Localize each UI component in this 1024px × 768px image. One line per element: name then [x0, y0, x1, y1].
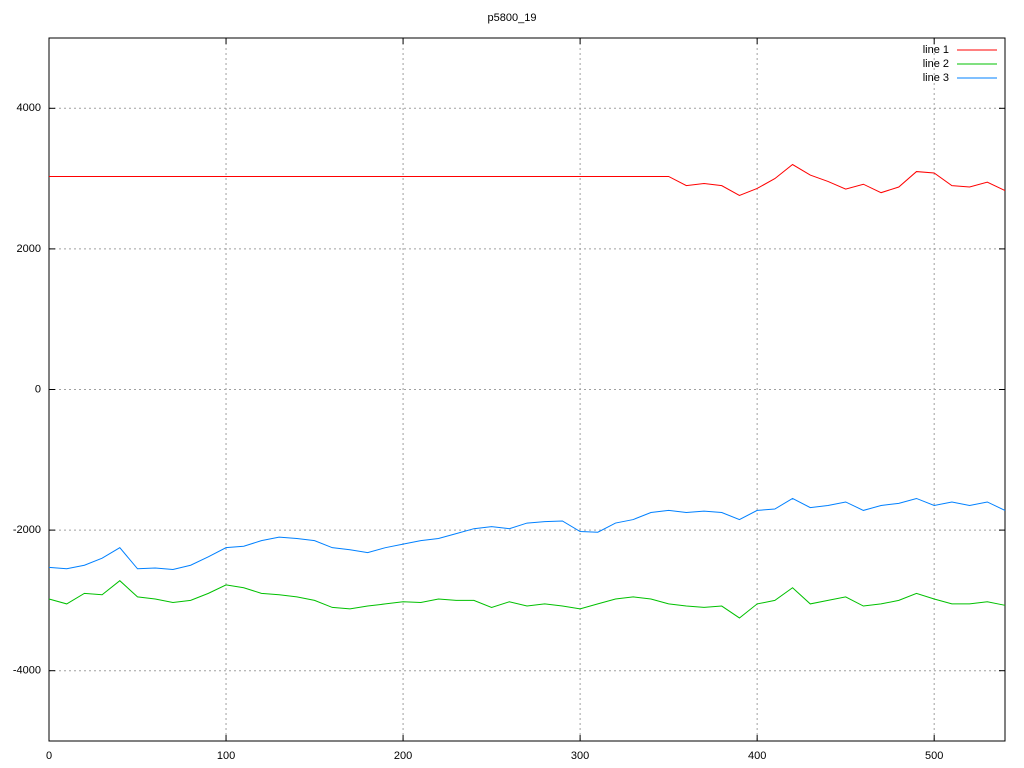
x-tick-label: 400: [748, 750, 766, 762]
data-line: [48, 580, 1006, 619]
y-tick-label: -4000: [13, 665, 41, 677]
data-line: [48, 497, 1006, 570]
y-tick-label: 0: [35, 383, 41, 395]
y-tick-label: 4000: [17, 102, 41, 114]
legend-label: line 3: [923, 72, 949, 84]
x-tick-label: 100: [217, 750, 235, 762]
legend-label: line 1: [923, 44, 949, 56]
x-tick-label: 0: [46, 750, 52, 762]
data-line: [49, 163, 1006, 197]
y-tick-label: 2000: [17, 243, 41, 255]
x-tick-label: 300: [571, 750, 589, 762]
x-tick-label: 200: [394, 750, 412, 762]
legend-label: line 2: [923, 58, 949, 70]
chart-title: p5800_19: [488, 12, 537, 24]
y-tick-label: -2000: [13, 524, 41, 536]
plot-border: [48, 37, 1006, 742]
x-tick-label: 500: [925, 750, 943, 762]
